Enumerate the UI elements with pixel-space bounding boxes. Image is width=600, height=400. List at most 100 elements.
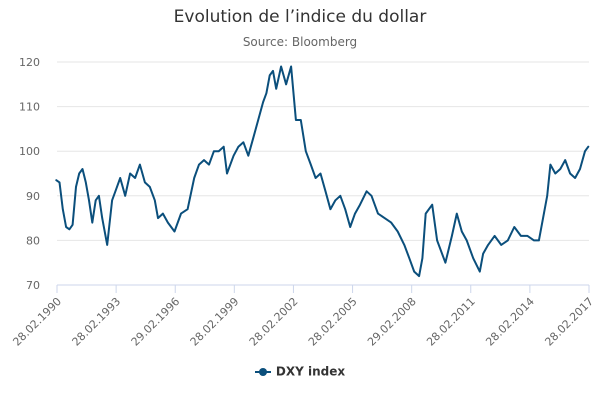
data-point bbox=[55, 179, 57, 181]
data-point bbox=[413, 271, 415, 273]
data-point bbox=[144, 181, 146, 183]
data-point bbox=[218, 150, 220, 152]
data-point bbox=[305, 150, 307, 152]
data-point bbox=[456, 213, 458, 215]
data-point bbox=[226, 172, 228, 175]
data-point bbox=[78, 172, 80, 175]
legend-line-marker-icon bbox=[254, 367, 271, 377]
data-point bbox=[65, 226, 67, 228]
data-point bbox=[479, 271, 481, 273]
series-layer bbox=[55, 65, 590, 278]
gridlines bbox=[57, 61, 589, 241]
data-point bbox=[149, 186, 151, 188]
data-point bbox=[584, 150, 586, 152]
series-line-dxy-index bbox=[55, 65, 590, 278]
data-point bbox=[500, 244, 502, 246]
y-axis: 70 80 90 100 110 120 bbox=[19, 56, 40, 292]
y-tick-label: 120 bbox=[19, 56, 40, 69]
data-point bbox=[91, 222, 93, 224]
data-point bbox=[564, 159, 566, 161]
data-point bbox=[354, 213, 356, 215]
data-point bbox=[72, 224, 74, 226]
x-tick-label: 28.02.1990 bbox=[10, 295, 64, 349]
data-point bbox=[198, 164, 200, 166]
data-point bbox=[349, 226, 351, 228]
data-point bbox=[295, 119, 297, 121]
data-point bbox=[319, 172, 322, 175]
data-point bbox=[339, 195, 341, 197]
data-point bbox=[487, 244, 489, 246]
y-tick-label: 110 bbox=[19, 101, 40, 114]
data-point bbox=[359, 204, 361, 206]
x-tick-label: 29.02.1996 bbox=[129, 295, 183, 349]
x-tick-label: 28.02.1993 bbox=[70, 295, 124, 349]
y-tick-label: 80 bbox=[26, 234, 40, 247]
chart-subtitle: Source: Bloomberg bbox=[242, 35, 358, 49]
y-tick-label: 90 bbox=[26, 190, 40, 203]
legend[interactable]: DXY index bbox=[0, 364, 600, 379]
data-point bbox=[119, 177, 121, 179]
data-point bbox=[579, 168, 581, 170]
data-point bbox=[390, 222, 392, 224]
data-point bbox=[366, 190, 368, 192]
data-point bbox=[418, 275, 420, 277]
data-point bbox=[265, 92, 267, 94]
data-point bbox=[559, 168, 561, 170]
data-point bbox=[466, 239, 468, 241]
data-point bbox=[549, 164, 552, 166]
data-point bbox=[444, 262, 446, 264]
data-point bbox=[262, 101, 264, 103]
data-point bbox=[154, 199, 156, 201]
data-point bbox=[162, 213, 164, 215]
data-point bbox=[81, 168, 84, 170]
data-point bbox=[403, 244, 405, 246]
data-point bbox=[98, 195, 100, 197]
data-point bbox=[139, 164, 141, 166]
data-point bbox=[129, 172, 131, 175]
data-point bbox=[111, 199, 113, 201]
data-point bbox=[324, 190, 327, 192]
data-point bbox=[482, 253, 484, 255]
data-point bbox=[106, 244, 108, 246]
data-point bbox=[574, 177, 576, 179]
data-point bbox=[208, 164, 210, 166]
data-point bbox=[538, 239, 540, 241]
x-tick-label: 28.02.2005 bbox=[306, 295, 360, 349]
data-point bbox=[180, 213, 182, 215]
data-point bbox=[124, 195, 126, 197]
data-point bbox=[370, 195, 373, 197]
data-point bbox=[384, 217, 386, 219]
data-point bbox=[377, 213, 379, 215]
data-point bbox=[223, 146, 225, 148]
y-tick-label: 100 bbox=[19, 145, 40, 158]
data-point bbox=[114, 190, 116, 192]
data-point bbox=[247, 155, 249, 157]
data-point bbox=[587, 146, 589, 148]
data-point bbox=[513, 226, 515, 228]
data-point bbox=[85, 181, 87, 183]
data-point bbox=[334, 199, 336, 201]
data-point bbox=[280, 65, 282, 68]
data-point bbox=[257, 119, 259, 121]
data-point bbox=[269, 74, 271, 76]
y-tick-label: 70 bbox=[26, 279, 40, 292]
x-tick-label: 28.02.1999 bbox=[188, 295, 242, 349]
x-axis-labels: 28.02.1990 28.02.1993 29.02.1996 28.02.1999… bbox=[10, 295, 596, 349]
data-point bbox=[421, 257, 423, 259]
data-point bbox=[203, 159, 205, 161]
data-point bbox=[237, 146, 239, 148]
data-point bbox=[461, 230, 463, 233]
data-point bbox=[290, 65, 292, 68]
data-point bbox=[75, 186, 77, 188]
data-point bbox=[95, 199, 97, 201]
data-point bbox=[425, 213, 427, 215]
data-point bbox=[242, 141, 244, 143]
data-point bbox=[494, 235, 496, 237]
data-point bbox=[569, 172, 571, 175]
data-point bbox=[344, 208, 346, 210]
data-point bbox=[546, 195, 548, 197]
x-tick-label: 29.02.2008 bbox=[365, 295, 419, 349]
data-point bbox=[397, 230, 399, 233]
x-tick-label: 28.02.2011 bbox=[424, 295, 478, 349]
